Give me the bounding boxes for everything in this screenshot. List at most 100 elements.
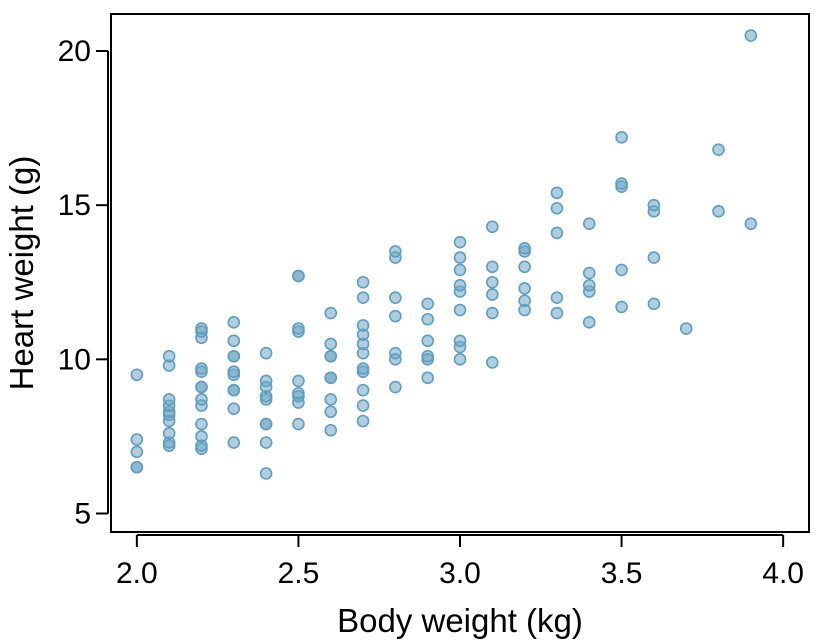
data-point xyxy=(195,322,208,335)
data-point xyxy=(421,371,434,385)
data-point xyxy=(259,467,273,480)
data-point xyxy=(486,260,499,274)
data-point xyxy=(453,353,467,366)
x-tick-label: 2.5 xyxy=(278,557,320,590)
data-point xyxy=(615,131,628,144)
data-point xyxy=(389,380,402,394)
data-point xyxy=(421,334,434,348)
data-point xyxy=(389,346,402,360)
data-point xyxy=(550,226,564,240)
data-point xyxy=(518,282,531,295)
data-point xyxy=(324,337,338,351)
data-point xyxy=(518,294,531,308)
data-point xyxy=(453,251,467,264)
data-point xyxy=(259,436,273,449)
data-point xyxy=(647,251,661,264)
data-point xyxy=(486,288,499,301)
y-tick-label: 10 xyxy=(58,343,91,376)
data-point xyxy=(356,319,370,332)
data-point xyxy=(227,365,241,378)
x-tick-label: 3.5 xyxy=(601,557,643,590)
data-point xyxy=(389,309,402,323)
data-point xyxy=(227,334,241,348)
data-point xyxy=(486,220,499,234)
data-point xyxy=(227,316,241,329)
x-tick-label: 3.0 xyxy=(439,557,481,590)
data-points xyxy=(130,29,758,480)
data-point xyxy=(550,291,564,304)
data-point xyxy=(292,417,305,431)
data-point xyxy=(324,393,338,406)
data-point xyxy=(195,362,208,375)
data-point xyxy=(195,430,208,443)
data-point xyxy=(453,303,467,317)
data-point xyxy=(647,297,661,311)
data-point xyxy=(486,356,499,369)
data-point xyxy=(744,217,758,230)
data-point xyxy=(292,374,305,388)
y-tick-label: 20 xyxy=(58,35,91,68)
data-point xyxy=(259,346,273,360)
y-axis-title: Heart weight (g) xyxy=(3,156,40,391)
data-point xyxy=(356,275,370,289)
data-point xyxy=(227,402,241,415)
data-point xyxy=(324,306,338,320)
data-point xyxy=(356,399,370,412)
data-point xyxy=(421,349,434,363)
data-point xyxy=(647,198,661,212)
data-point xyxy=(679,322,693,335)
data-point xyxy=(712,205,725,218)
data-point xyxy=(453,263,467,277)
y-axis: 5 10 15 20 xyxy=(58,35,109,531)
data-point xyxy=(389,245,402,258)
data-point xyxy=(292,386,305,400)
data-point xyxy=(324,371,338,385)
data-point xyxy=(582,266,596,280)
data-point xyxy=(130,433,144,446)
x-tick-label: 2.0 xyxy=(116,557,158,590)
data-point xyxy=(130,445,144,459)
data-point xyxy=(324,349,338,363)
data-point xyxy=(582,279,596,292)
data-point xyxy=(615,177,628,190)
data-point xyxy=(453,334,467,348)
data-point xyxy=(582,217,596,230)
data-point xyxy=(518,260,531,274)
data-point xyxy=(162,427,176,440)
data-point xyxy=(550,306,564,320)
data-point xyxy=(356,291,370,304)
data-point xyxy=(195,417,208,431)
data-point xyxy=(195,393,208,406)
x-axis: 2.0 2.5 3.0 3.5 4.0 xyxy=(116,534,804,590)
data-point xyxy=(518,242,531,255)
data-point xyxy=(324,405,338,419)
data-point xyxy=(259,374,273,388)
data-point xyxy=(292,269,305,283)
data-point xyxy=(292,322,305,335)
data-point xyxy=(130,368,144,382)
y-tick-label: 15 xyxy=(58,189,91,222)
data-point xyxy=(356,414,370,428)
data-point xyxy=(453,235,467,249)
plot-frame xyxy=(110,13,810,533)
data-point xyxy=(582,316,596,329)
data-point xyxy=(130,460,144,474)
data-point xyxy=(259,417,273,431)
data-point xyxy=(356,383,370,397)
data-point xyxy=(421,297,434,311)
data-point xyxy=(712,143,725,156)
data-point xyxy=(744,29,758,42)
data-point xyxy=(615,300,628,314)
x-axis-title: Body weight (kg) xyxy=(337,602,583,639)
data-point xyxy=(162,393,176,406)
data-point xyxy=(486,306,499,320)
data-point xyxy=(389,291,402,304)
data-point xyxy=(162,349,176,363)
data-point xyxy=(227,349,241,363)
data-point xyxy=(356,362,370,375)
data-point xyxy=(324,423,338,437)
data-point xyxy=(453,279,467,292)
data-point xyxy=(550,201,564,215)
data-point xyxy=(550,186,564,200)
